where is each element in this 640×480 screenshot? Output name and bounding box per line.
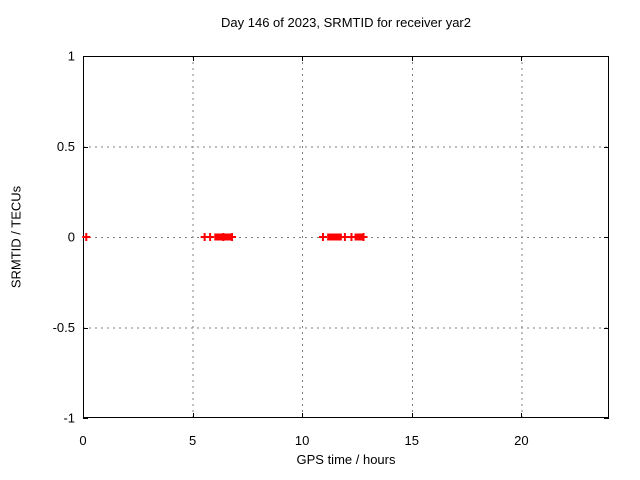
data-point-square [334, 233, 342, 241]
x-axis-title: GPS time / hours [296, 452, 396, 467]
data-point-plus [318, 233, 327, 241]
x-tick-label: 15 [405, 433, 419, 448]
x-tick-label: 20 [514, 433, 528, 448]
y-tick-label: 1 [68, 49, 75, 64]
y-tick-label: -1 [63, 411, 75, 426]
y-tick-label: 0.5 [57, 139, 75, 154]
chart-title: Day 146 of 2023, SRMTID for receiver yar… [221, 15, 471, 30]
data-point-square [329, 233, 337, 241]
x-tick-label: 5 [189, 433, 196, 448]
data-point-plus [359, 233, 368, 241]
y-tick-label: -0.5 [53, 320, 75, 335]
data-point-plus [82, 233, 91, 241]
data-point-plus [206, 233, 215, 241]
y-tick-label: 0 [68, 230, 75, 245]
data-point-plus [228, 233, 237, 241]
x-tick-label: 10 [295, 433, 309, 448]
x-tick-label: 0 [79, 433, 86, 448]
data-point-plus [347, 233, 356, 241]
